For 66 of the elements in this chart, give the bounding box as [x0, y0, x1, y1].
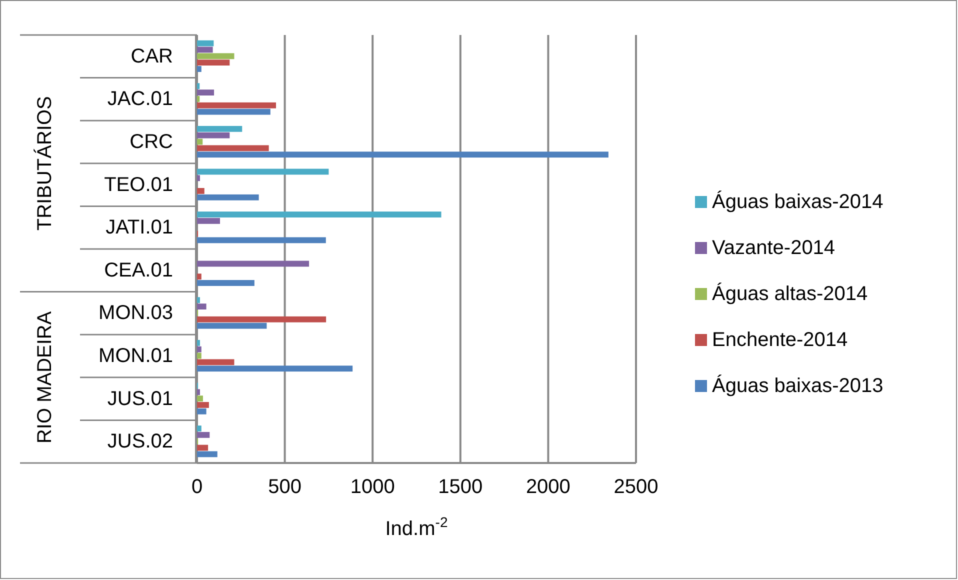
x-tick-label: 1000 — [350, 476, 395, 498]
legend-label: Águas altas-2014 — [712, 282, 868, 305]
bar — [197, 66, 202, 72]
x-tick-label: 1500 — [438, 476, 483, 498]
bar — [197, 402, 209, 408]
y-tick-label: CAR — [130, 45, 173, 68]
bar — [197, 152, 608, 158]
bar — [197, 168, 329, 175]
bar — [197, 237, 326, 244]
y-tick-label: JAC.01 — [107, 88, 173, 110]
x-tick-label: 2000 — [526, 476, 570, 498]
bar — [197, 194, 259, 200]
bar — [197, 297, 200, 304]
y-tick-label: CEA.01 — [104, 259, 173, 282]
x-axis-title: Ind.m$^{-2}$ — [385, 514, 448, 540]
x-tick-label: 500 — [268, 476, 302, 498]
bar — [197, 132, 230, 138]
bar — [197, 53, 234, 60]
bar — [197, 96, 200, 102]
bar — [197, 346, 202, 352]
bar — [197, 432, 210, 438]
legend-label: Vazante-2014 — [712, 237, 836, 259]
bar — [197, 218, 220, 224]
bar — [197, 188, 204, 194]
bar — [197, 260, 310, 267]
bar — [197, 280, 254, 286]
y-tick-label: MON.03 — [98, 302, 173, 324]
bar — [197, 102, 276, 108]
x-tick-label: 2500 — [614, 476, 658, 498]
y-tick-label: MON.01 — [98, 345, 173, 367]
bar — [197, 138, 203, 145]
bar — [197, 359, 234, 366]
legend-label: Águas baixas-2014 — [712, 190, 884, 213]
bar — [197, 212, 442, 218]
bar — [197, 60, 230, 66]
bar — [197, 108, 270, 115]
y-tick-label: TEO.01 — [104, 174, 173, 196]
y-tick-label: CRC — [130, 131, 173, 153]
bar — [197, 145, 269, 152]
bar — [197, 274, 202, 280]
bar — [197, 90, 214, 96]
bar — [197, 444, 208, 451]
y-tick-label: JATI.01 — [106, 216, 173, 239]
bar — [197, 83, 200, 90]
text: TRIBUTÁRIOS — [33, 96, 56, 231]
bar — [197, 366, 353, 372]
y-tick-label: JUS.01 — [107, 388, 173, 410]
legend-label: Águas baixas-2013 — [712, 374, 884, 397]
bar — [197, 322, 267, 329]
bar — [197, 126, 242, 132]
bar — [197, 396, 203, 402]
text: RIO MADEIRA — [34, 310, 56, 444]
y-tick-label: JUS.02 — [107, 430, 173, 453]
bar — [197, 389, 200, 396]
bar — [197, 352, 202, 359]
bar — [197, 316, 326, 322]
bar — [197, 46, 213, 53]
bar — [197, 304, 206, 310]
bar — [197, 426, 202, 432]
bar — [197, 40, 214, 46]
bar — [197, 175, 200, 182]
bar — [197, 451, 218, 458]
bar — [197, 408, 206, 414]
x-tick-label: 0 — [191, 476, 203, 498]
bar — [197, 340, 200, 346]
legend-label: Enchente-2014 — [712, 329, 848, 351]
